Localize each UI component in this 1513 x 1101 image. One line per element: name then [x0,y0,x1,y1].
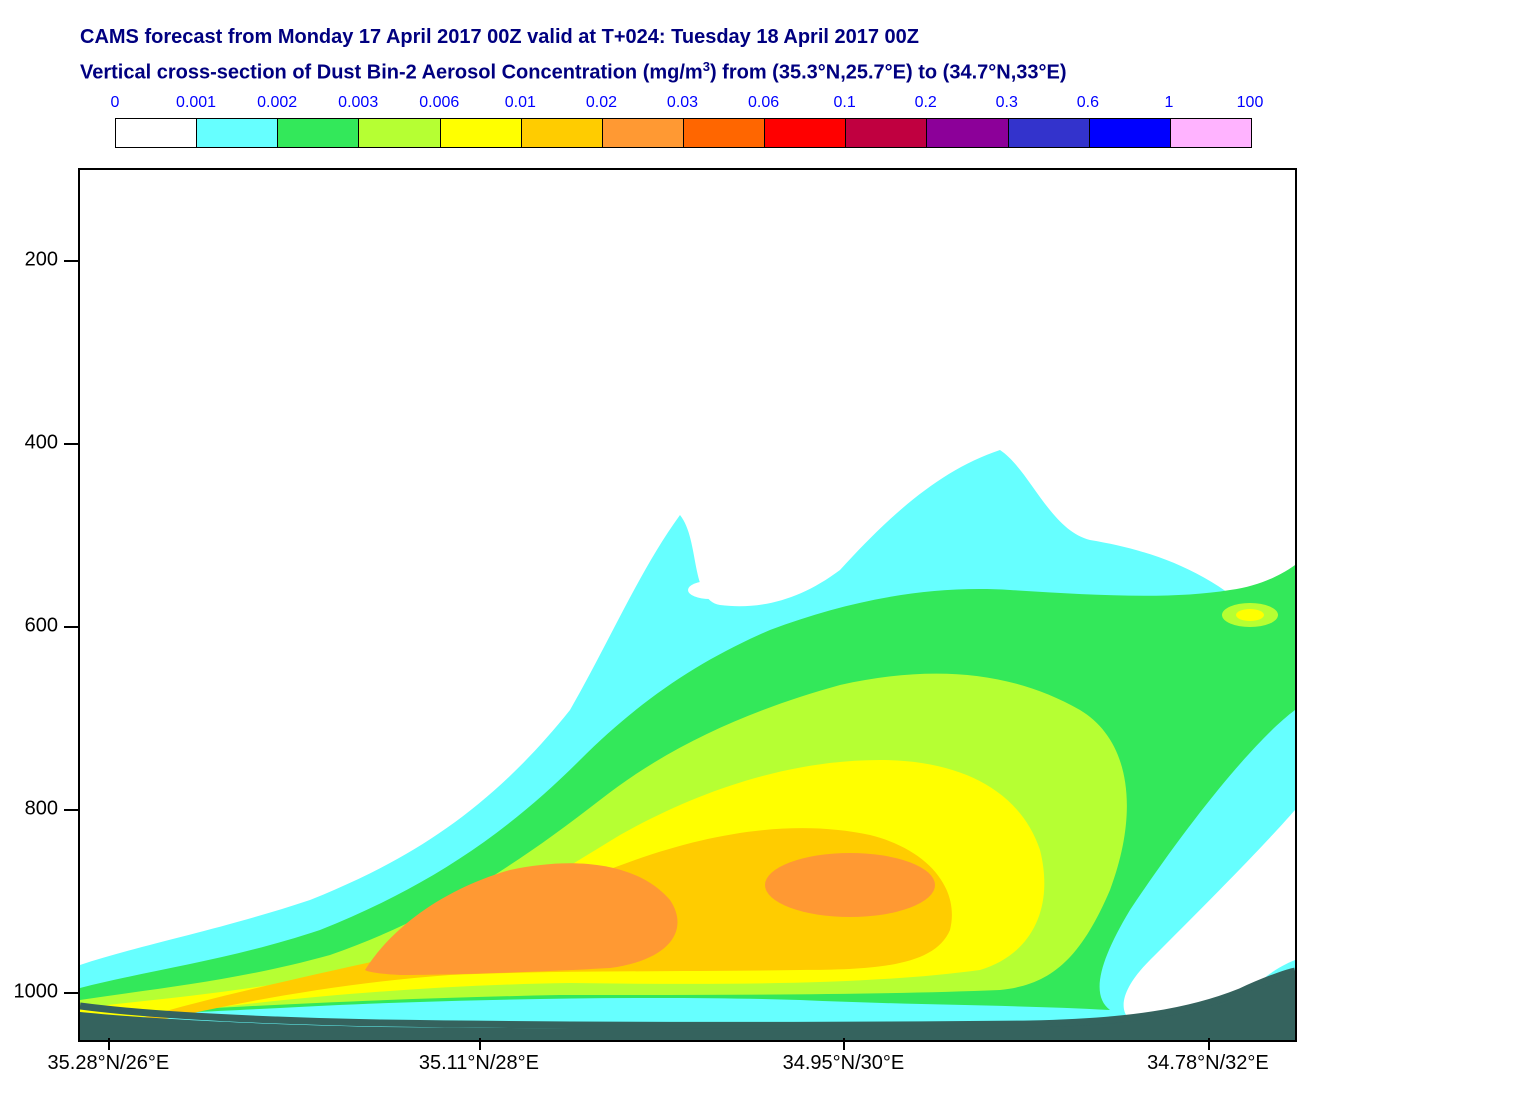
colorbar-cell [197,119,278,147]
contour-c6-b [765,853,935,917]
y-tick-label: 800 [25,798,58,821]
x-axis-ticks: 35.28°N/26°E35.11°N/28°E34.95°N/30°E34.7… [78,1038,1293,1088]
colorbar-cell [765,119,846,147]
colorbar-cell [522,119,603,147]
y-tick-mark [64,626,78,628]
colorbar-cell [1090,119,1171,147]
x-tick-mark [108,1038,110,1050]
colorbar-cell [684,119,765,147]
colorbar-cell [846,119,927,147]
title-line-2: Vertical cross-section of Dust Bin-2 Aer… [80,52,1067,88]
colorbar-cell [116,119,197,147]
colorbar-label: 0.003 [338,94,378,112]
colorbar-cell [359,119,440,147]
contour-hole [688,581,732,599]
colorbar-label: 0.3 [996,94,1018,112]
title-line-1: CAMS forecast from Monday 17 April 2017 … [80,22,1067,52]
colorbar-cell [441,119,522,147]
title-line-2-sup: 3 [703,59,710,74]
x-tick-mark [1208,1038,1210,1050]
y-tick-mark [64,260,78,262]
title-line-2-prefix: Vertical cross-section of Dust Bin-2 Aer… [80,62,703,84]
y-tick-label: 600 [25,614,58,637]
x-tick-mark [479,1038,481,1050]
page-root: CAMS forecast from Monday 17 April 2017 … [0,0,1513,1101]
colorbar-label: 0.001 [176,94,216,112]
colorbar [115,118,1252,148]
colorbar-label: 0.6 [1077,94,1099,112]
title-line-2-suffix: ) from (35.3°N,25.7°E) to (34.7°N,33°E) [710,62,1067,84]
y-tick-label: 400 [25,431,58,454]
colorbar-label: 0.03 [667,94,698,112]
contour-svg [80,170,1295,1040]
colorbar-cell [927,119,1008,147]
colorbar-label: 0.002 [257,94,297,112]
y-tick-label: 200 [25,248,58,271]
y-tick-mark [64,992,78,994]
colorbar-label: 0.01 [505,94,536,112]
colorbar-label: 0.2 [915,94,937,112]
colorbar-label: 0.006 [419,94,459,112]
x-tick-label: 35.11°N/28°E [419,1052,539,1075]
colorbar-label: 0.06 [748,94,779,112]
title-block: CAMS forecast from Monday 17 April 2017 … [80,22,1067,88]
colorbar-cell [1009,119,1090,147]
colorbar-label: 100 [1237,94,1264,112]
colorbar-cell [1171,119,1251,147]
x-tick-mark [843,1038,845,1050]
colorbar-labels: 00.0010.0020.0030.0060.010.020.030.060.1… [115,94,1250,114]
plot-area [78,168,1297,1042]
colorbar-label: 1 [1164,94,1173,112]
y-axis-ticks: 200 400 600 800 1000 [0,168,78,1038]
colorbar-label: 0.02 [586,94,617,112]
colorbar-cell [603,119,684,147]
x-tick-label: 35.28°N/26°E [48,1052,170,1075]
contour-c4-spot [1236,609,1264,621]
colorbar-cell [278,119,359,147]
y-tick-mark [64,443,78,445]
x-tick-label: 34.78°N/32°E [1147,1052,1269,1075]
colorbar-label: 0 [111,94,120,112]
y-tick-label: 1000 [14,981,59,1004]
colorbar-label: 0.1 [834,94,856,112]
y-tick-mark [64,809,78,811]
x-tick-label: 34.95°N/30°E [783,1052,905,1075]
